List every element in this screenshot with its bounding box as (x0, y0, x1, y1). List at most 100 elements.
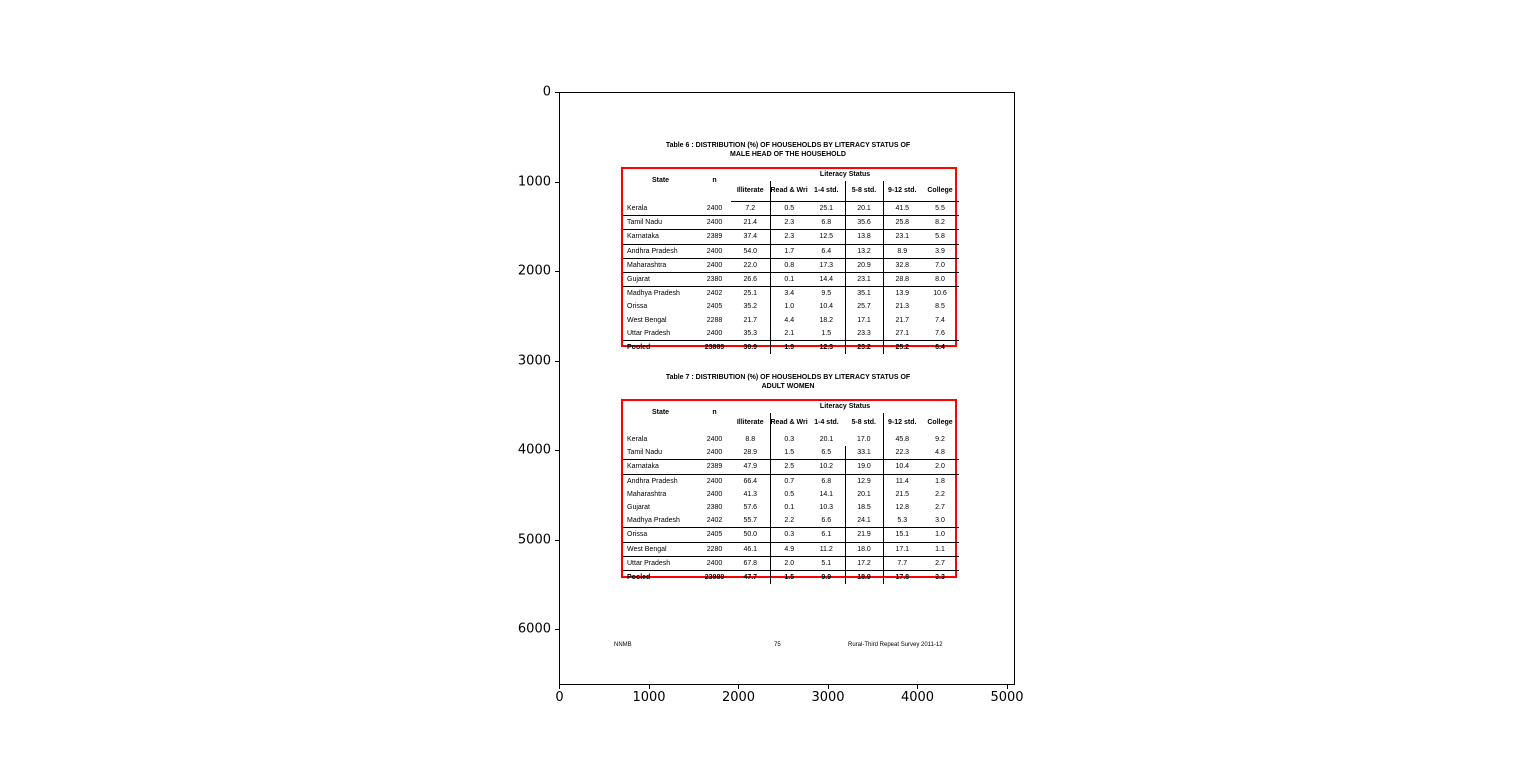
table-cell: 3.0 (921, 514, 960, 529)
table-cell: 37.4 (731, 229, 770, 245)
table-cell: 7.2 (731, 201, 770, 217)
table-cell: 2.2 (935, 490, 945, 498)
header-literacy-status: Literacy Status (819, 171, 871, 178)
table-cell: 2400 (698, 326, 731, 341)
header-n: n (712, 409, 717, 416)
header-read-write: Read & Write (769, 181, 808, 202)
table-cell: 25.8 (882, 215, 921, 231)
header-read-write: Read & Write (769, 413, 808, 433)
table-cell: Tamil Nadu (623, 446, 698, 461)
table-cell: 35.2 (743, 303, 758, 311)
y-tick (555, 450, 559, 451)
table-cell: 7.7 (882, 556, 921, 571)
table-row: Maharashtra 2400 41.3 0.5 14.1 20.1 21.5 2.2 (623, 487, 959, 501)
table-cell: 17.1 (844, 313, 883, 327)
x-tick-label: 1000 (632, 690, 666, 705)
table-row: West Bengal 2280 46.1 4.9 11.2 18.0 17.1 1.1 (623, 542, 960, 557)
table-cell: 20.9 (844, 258, 883, 273)
table-row: Tamil Nadu 2400 28.9 1.5 6.5 33.1 22.3 4.8 (623, 446, 960, 461)
y-tick (555, 539, 559, 541)
x-tick (1006, 685, 1008, 689)
table7: State n Literacy Status Illiterate Read & Wr… (621, 399, 960, 585)
table-cell: 20.1 (844, 487, 883, 501)
y-tick (555, 92, 559, 93)
y-tick-label: 4000 (517, 442, 551, 458)
table-row: Kerala 2400 8.8 0.3 20.1 17.0 45.8 9.2 (623, 433, 959, 447)
table-cell: 8.9 (882, 244, 921, 259)
table-cell: 0.1 (769, 500, 808, 515)
table-cell: 17.8 (882, 570, 921, 585)
table-cell: 46.1 (731, 542, 770, 557)
table-row: Orissa 2405 50.0 0.3 6.1 21.9 15.1 1.0 (623, 527, 960, 543)
table-cell: 55.7 (731, 514, 770, 529)
table-cell: 17.1 (882, 542, 921, 557)
table-cell: 2400 (698, 244, 731, 259)
table-cell: 30.9 (743, 343, 758, 351)
table-cell: 7.0 (921, 258, 960, 273)
table-cell: 26.6 (731, 272, 770, 288)
y-tick-label: 3000 (517, 353, 551, 368)
table-cell: 41.3 (743, 490, 758, 498)
table-cell: Gujarat (627, 504, 650, 512)
table-cell: West Bengal (623, 542, 698, 557)
table-cell: 5.5 (921, 201, 960, 217)
table-cell: Uttar Pradesh (623, 326, 698, 341)
table-cell: Maharashtra (623, 258, 698, 273)
table7-grid: State n Literacy Status Illiterate Read & Wr… (623, 401, 960, 585)
table-cell: Madhya Pradesh (623, 514, 698, 529)
table-row: Karnataka 2389 47.9 2.5 10.2 19.0 10.4 2.0 (623, 459, 960, 475)
table-cell: 23.1 (882, 229, 921, 245)
table-cell: West Bengal (627, 316, 667, 324)
table-cell: Pooled (627, 573, 651, 581)
table-cell: 11.4 (882, 474, 921, 488)
x-tick-label: 0 (555, 690, 564, 705)
table-cell: 20.1 (844, 201, 883, 217)
table-cell: 8.8 (745, 436, 756, 444)
table-cell: Kerala (627, 436, 648, 444)
table-cell: 23.2 (844, 340, 883, 355)
table-cell: Madhya Pradesh (627, 290, 680, 298)
header-college: College (921, 181, 960, 202)
table-cell: 2288 (706, 316, 723, 324)
table-row: Madhya Pradesh 2402 25.1 3.4 9.5 35.1 13.9 10.6 (623, 286, 959, 301)
table-cell: 10.6 (933, 290, 947, 298)
table-cell: 25.2 (882, 340, 921, 355)
table-cell: 2.0 (921, 459, 960, 475)
table-row: Madhya Pradesh 2402 55.7 2.2 6.6 24.1 5.3 3.0 (623, 514, 960, 529)
table-cell: Gujarat (623, 272, 698, 288)
header-std-5-8: 5-8 std. (844, 181, 883, 202)
table-cell: 8.0 (921, 272, 960, 288)
table-cell: 1.5 (769, 570, 808, 585)
table-cell: 2400 (698, 201, 731, 217)
table-cell: 2.1 (769, 326, 808, 341)
table-cell: 22.0 (731, 258, 770, 273)
table-cell: 25.1 (808, 201, 845, 217)
table-cell: 32.8 (882, 258, 921, 273)
table-cell: 0.1 (769, 272, 808, 288)
table-row: West Bengal 2288 21.7 4.4 18.2 17.1 21.7 7.4 (623, 313, 959, 327)
table-cell: Pooled (627, 343, 651, 351)
table-cell: 2389 (698, 459, 731, 475)
table-cell: 12.9 (844, 474, 883, 488)
table-cell: 17.3 (808, 258, 845, 273)
header-std-1-4: 1-4 std. (814, 419, 839, 426)
table-cell: 1.9 (769, 340, 808, 355)
table-cell: 6.1 (808, 527, 845, 543)
table-cell: 47.7 (743, 573, 758, 581)
table-cell: 28.8 (882, 272, 921, 288)
table-cell: 13.2 (844, 244, 883, 259)
table-cell: 5.8 (921, 229, 960, 245)
table-cell: 6.8 (808, 215, 845, 231)
table-cell: 18.2 (819, 316, 834, 324)
footer-right: Rural-Third Repeat Survey 2011-12 (848, 642, 943, 648)
table-row: Pooled 23889 30.9 1.9 12.3 23.2 25.2 6.4 (623, 340, 959, 355)
table-cell: Tamil Nadu (623, 215, 698, 231)
table-cell: 8.5 (935, 303, 945, 311)
table-cell: 13.8 (844, 229, 883, 245)
table-cell: 2405 (706, 303, 723, 311)
table-cell: 25.7 (844, 300, 883, 314)
table-cell: 5.3 (882, 514, 921, 529)
header-literacy-status: Literacy Status (819, 403, 871, 410)
table-cell: 4.9 (769, 542, 808, 557)
table-cell: 1.1 (921, 542, 960, 557)
